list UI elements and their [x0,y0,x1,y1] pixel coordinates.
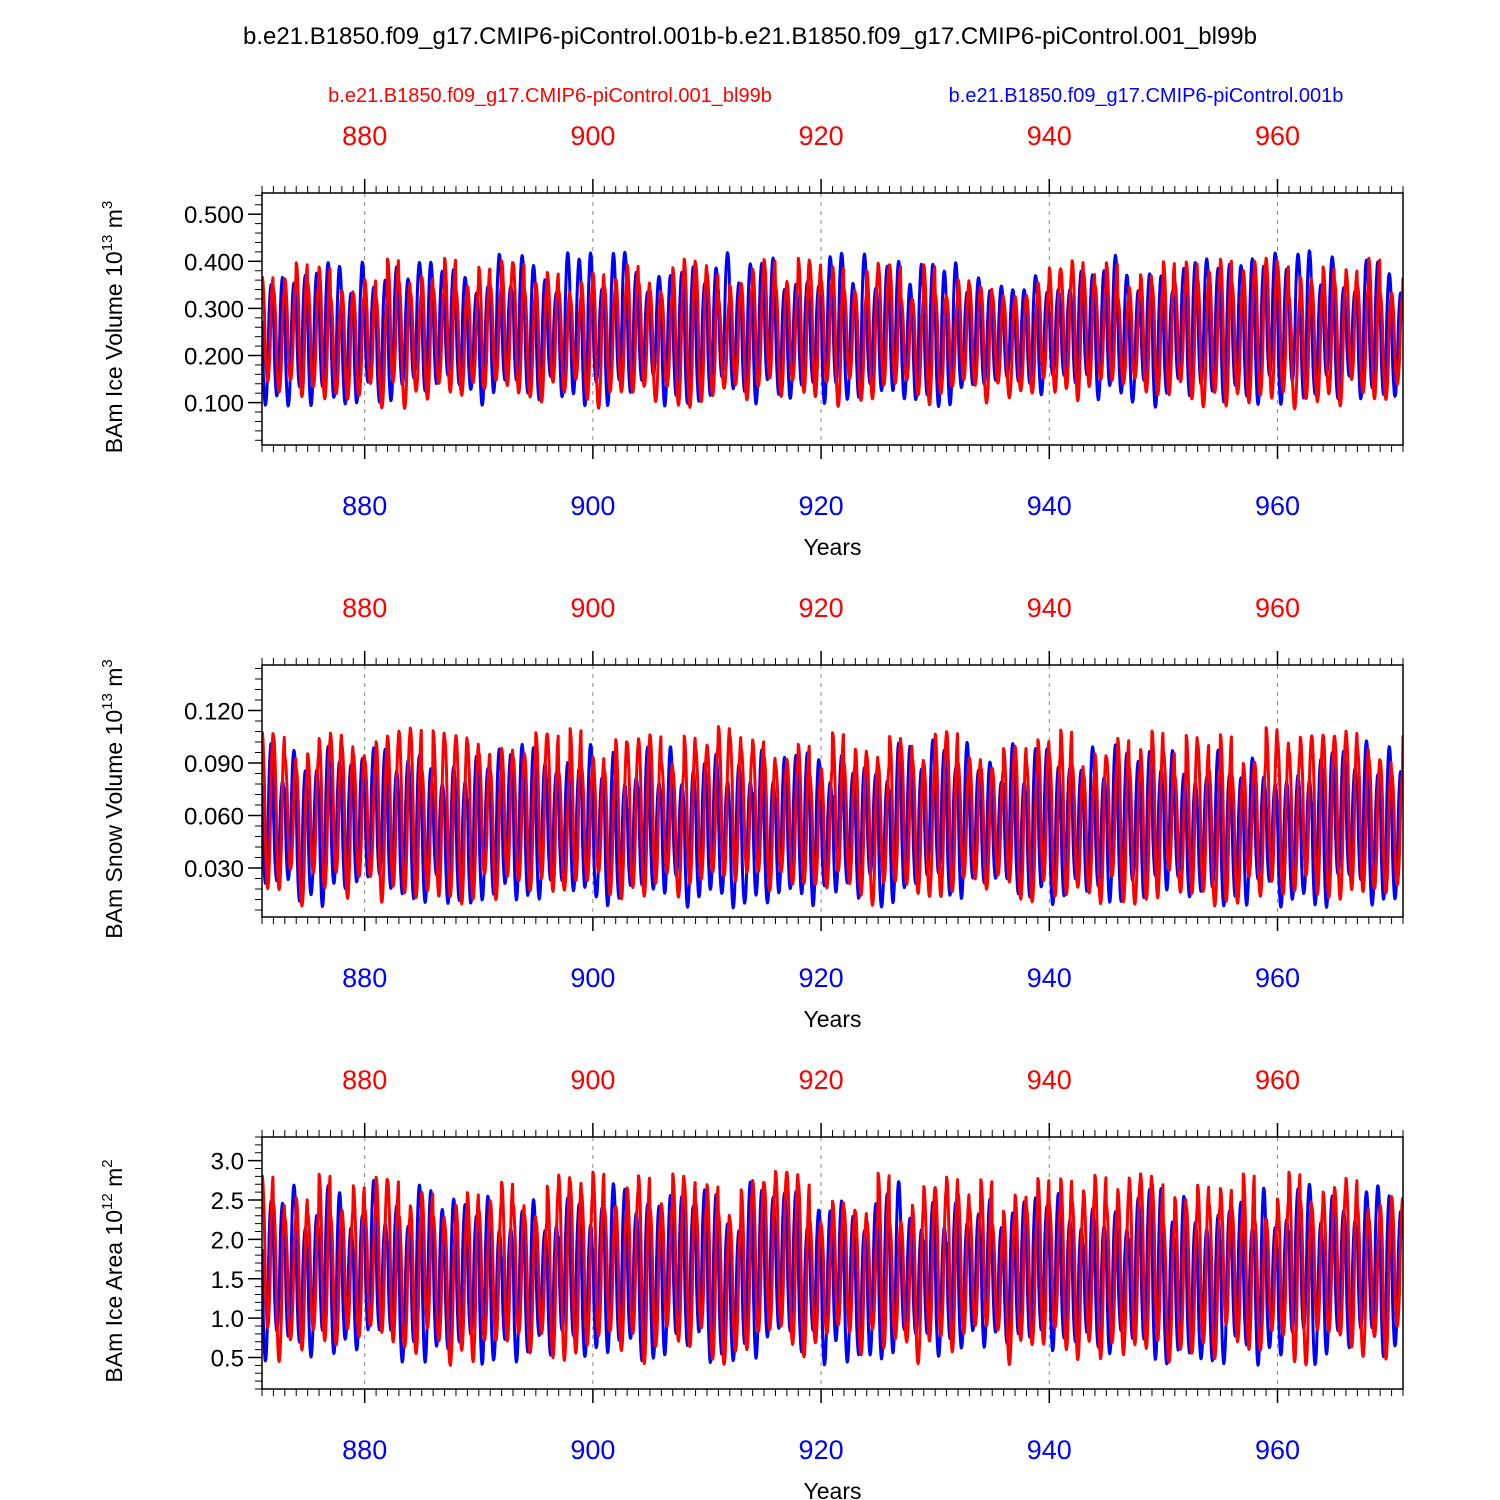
y-axis-label: BAm Ice Area 1012 m2 [99,1159,127,1382]
legend-red-label: b.e21.B1850.f09_g17.CMIP6-piControl.001_… [328,85,772,107]
y-tick-label: 2.5 [211,1188,244,1215]
x-bottom-tick-label: 880 [342,491,387,521]
x-bottom-tick-label: 900 [570,1435,615,1465]
x-top-tick-label: 960 [1255,1065,1300,1095]
y-tick-label: 0.120 [184,699,244,726]
y-tick-label: 0.500 [184,202,244,229]
y-tick-label: 0.100 [184,391,244,418]
y-axis-label: BAm Snow Volume 1013 m3 [99,659,127,938]
panel-1: 0.100 0.200 0.300 0.400 0.500 880 880 900 900 920… [99,121,1404,560]
x-bottom-tick-label: 880 [342,1435,387,1465]
x-top-tick-label: 940 [1027,121,1072,151]
y-tick-label: 0.090 [184,751,244,778]
y-tick-label: 0.5 [211,1346,244,1373]
x-top-tick-label: 960 [1255,121,1300,151]
panel-2: 0.030 0.060 0.090 0.120 880 880 900 900 920 920 94… [99,593,1404,1032]
x-bottom-tick-label: 920 [799,1435,844,1465]
panels: 0.100 0.200 0.300 0.400 0.500 880 880 900 900 920… [99,121,1404,1500]
x-top-tick-label: 900 [570,121,615,151]
legend-blue-label: b.e21.B1850.f09_g17.CMIP6-piControl.001b [949,85,1344,107]
x-top-tick-label: 940 [1027,1065,1072,1095]
series-line-red [262,1169,1403,1367]
x-bottom-tick-label: 920 [799,963,844,993]
x-bottom-tick-label: 960 [1255,1435,1300,1465]
x-bottom-tick-label: 900 [570,491,615,521]
x-top-tick-label: 900 [570,593,615,623]
y-tick-label: 2.0 [211,1227,244,1254]
x-bottom-tick-label: 900 [570,963,615,993]
x-top-tick-label: 960 [1255,593,1300,623]
x-top-tick-label: 900 [570,1065,615,1095]
x-top-tick-label: 920 [799,121,844,151]
y-tick-label: 0.030 [184,856,244,883]
series-line-red [262,725,1403,908]
chart-title: b.e21.B1850.f09_g17.CMIP6-piControl.001b… [243,23,1257,50]
panel-3: 0.5 1.0 1.5 2.0 2.5 3.0 880 880 900 900 920 920 940 9… [99,1065,1404,1500]
y-tick-label: 1.5 [211,1267,244,1294]
x-bottom-tick-label: 940 [1027,1435,1072,1465]
x-bottom-tick-label: 920 [799,491,844,521]
y-tick-label: 0.400 [184,249,244,276]
x-bottom-tick-label: 960 [1255,963,1300,993]
x-top-tick-label: 920 [799,593,844,623]
x-axis-label: Years [804,1006,862,1032]
x-bottom-tick-label: 960 [1255,491,1300,521]
y-axis-label: BAm Ice Volume 1013 m3 [99,201,127,454]
x-bottom-tick-label: 940 [1027,963,1072,993]
y-tick-label: 1.0 [211,1306,244,1333]
y-tick-label: 3.0 [211,1149,244,1176]
x-top-tick-label: 880 [342,121,387,151]
x-top-tick-label: 920 [799,1065,844,1095]
x-axis-label: Years [804,1478,862,1500]
series-line-red [262,256,1403,411]
x-top-tick-label: 940 [1027,593,1072,623]
y-tick-label: 0.300 [184,296,244,323]
x-axis-label: Years [804,534,862,560]
x-top-tick-label: 880 [342,593,387,623]
x-top-tick-label: 880 [342,1065,387,1095]
x-bottom-tick-label: 880 [342,963,387,993]
series-line-blue [262,1179,1403,1367]
y-tick-label: 0.060 [184,804,244,831]
x-bottom-tick-label: 940 [1027,491,1072,521]
y-tick-label: 0.200 [184,344,244,371]
